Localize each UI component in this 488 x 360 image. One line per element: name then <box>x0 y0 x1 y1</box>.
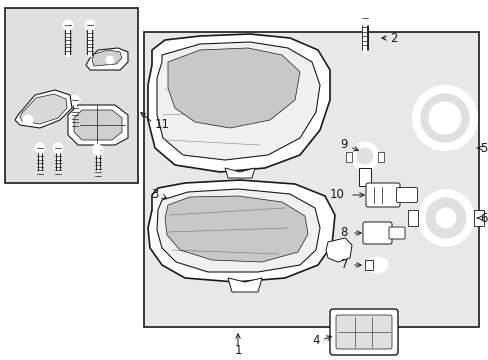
Text: 7: 7 <box>340 258 347 271</box>
Bar <box>358 168 370 186</box>
Circle shape <box>53 143 63 153</box>
Circle shape <box>425 198 465 238</box>
Text: 4: 4 <box>312 333 319 346</box>
Circle shape <box>435 208 455 228</box>
Polygon shape <box>227 278 262 292</box>
Circle shape <box>93 145 103 155</box>
Circle shape <box>35 143 45 153</box>
Polygon shape <box>148 180 334 282</box>
Ellipse shape <box>365 257 387 273</box>
Text: 8: 8 <box>340 226 347 239</box>
Circle shape <box>106 56 114 64</box>
Text: 1: 1 <box>234 343 241 356</box>
Polygon shape <box>164 196 307 262</box>
Text: 3: 3 <box>151 189 159 202</box>
Circle shape <box>70 95 80 105</box>
Polygon shape <box>86 48 128 70</box>
Circle shape <box>350 142 378 170</box>
Polygon shape <box>168 48 299 128</box>
FancyBboxPatch shape <box>365 183 399 207</box>
Bar <box>473 210 483 226</box>
Text: 11: 11 <box>155 118 170 131</box>
Polygon shape <box>68 105 128 145</box>
Polygon shape <box>325 238 351 262</box>
Circle shape <box>412 86 476 150</box>
FancyBboxPatch shape <box>396 188 417 202</box>
FancyBboxPatch shape <box>329 309 397 355</box>
Polygon shape <box>224 168 254 178</box>
Circle shape <box>420 94 468 142</box>
Polygon shape <box>157 42 319 160</box>
Bar <box>377 152 383 162</box>
FancyBboxPatch shape <box>335 315 391 349</box>
Polygon shape <box>20 94 67 124</box>
Polygon shape <box>74 110 122 140</box>
Polygon shape <box>15 90 72 128</box>
FancyBboxPatch shape <box>388 227 404 239</box>
Text: 6: 6 <box>479 211 487 225</box>
Circle shape <box>85 20 95 30</box>
Bar <box>143 32 478 327</box>
Text: 9: 9 <box>340 139 347 152</box>
Circle shape <box>93 144 101 152</box>
FancyBboxPatch shape <box>362 222 391 244</box>
Polygon shape <box>157 189 319 272</box>
Bar <box>407 210 417 226</box>
Bar <box>364 260 372 270</box>
Circle shape <box>63 20 73 30</box>
Text: 10: 10 <box>329 189 345 202</box>
Circle shape <box>428 102 460 134</box>
Circle shape <box>357 11 371 25</box>
Circle shape <box>417 190 473 246</box>
Bar <box>346 152 351 162</box>
Circle shape <box>356 148 372 164</box>
Text: 2: 2 <box>389 31 397 45</box>
Polygon shape <box>148 34 329 172</box>
Text: 5: 5 <box>479 141 487 154</box>
Polygon shape <box>92 50 122 66</box>
Bar <box>5 8 138 183</box>
Circle shape <box>23 115 33 125</box>
